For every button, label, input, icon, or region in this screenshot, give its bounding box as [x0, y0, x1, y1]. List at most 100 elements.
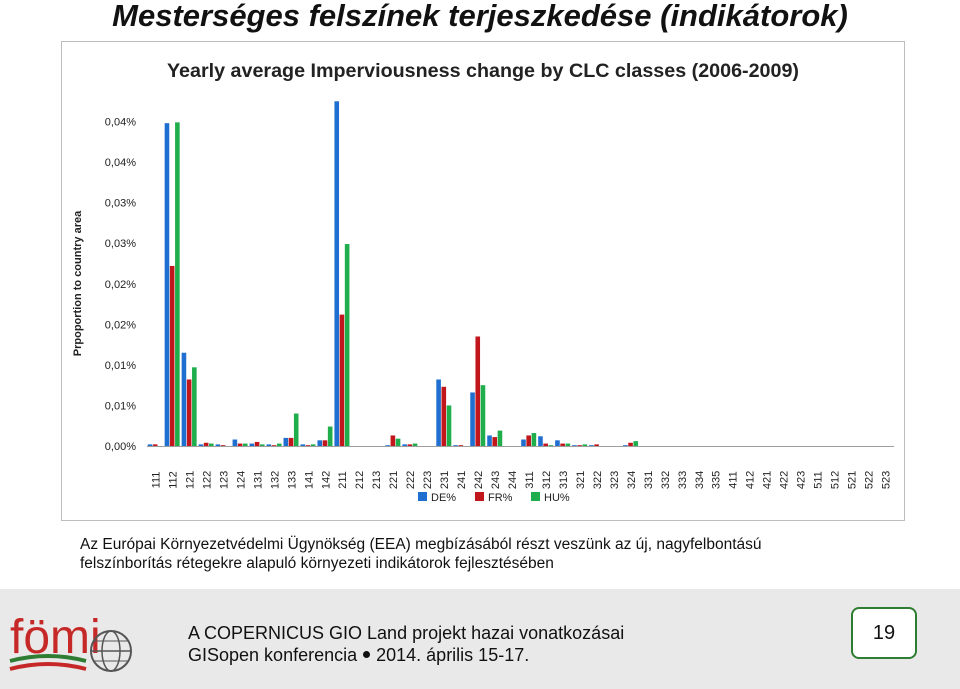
bar-fr-222	[407, 444, 413, 446]
bar-de-221	[385, 445, 390, 446]
page-number: 19	[851, 607, 917, 659]
x-tick-label: 231	[439, 471, 451, 489]
fomi-logo-icon: fömi	[9, 611, 132, 672]
x-tick-label: 111	[150, 472, 162, 489]
bar-hu-211	[344, 244, 350, 446]
bar-hu-313	[565, 443, 571, 446]
bar-hu-141	[310, 444, 316, 446]
y-tick-label: 0,04%	[105, 157, 136, 169]
footer-text: A COPERNICUS GIO Land projekt hazai vona…	[188, 622, 624, 666]
x-tick-label: 243	[490, 471, 502, 489]
bar-hu-242	[480, 385, 486, 446]
x-tick-label: 211	[337, 471, 349, 489]
bar-de-124	[232, 439, 238, 446]
x-tick-label: 312	[541, 471, 553, 489]
bar-fr-321	[577, 445, 582, 446]
x-tick-label: 213	[371, 471, 383, 489]
x-tick-label: 241	[456, 471, 468, 489]
y-tick-label: 0,01%	[105, 360, 136, 372]
bar-fr-312	[543, 443, 548, 446]
conference-date: 2014. április 15-17.	[376, 645, 530, 665]
bar-fr-133	[288, 437, 294, 446]
y-tick-label: 0,04%	[105, 117, 136, 129]
bar-fr-322	[594, 444, 599, 446]
x-tick-label: 332	[660, 471, 672, 489]
bar-de-241	[453, 445, 458, 446]
bar-de-311	[521, 439, 526, 446]
bar-fr-221	[390, 435, 396, 446]
bar-de-243	[487, 435, 492, 446]
x-tick-label: 223	[422, 471, 434, 489]
x-tick-label: 142	[320, 471, 332, 489]
y-tick-label: 0,03%	[105, 198, 136, 210]
bar-hu-321	[582, 444, 588, 446]
bar-de-211	[334, 101, 340, 447]
bar-de-123	[215, 444, 221, 446]
legend-entry-hu: HU%	[544, 492, 570, 504]
x-tick-label: 412	[745, 471, 757, 489]
bar-fr-112	[169, 265, 175, 446]
y-tick-label: 0,02%	[105, 279, 136, 291]
x-tick-label: 133	[286, 471, 298, 489]
bar-fr-131	[254, 441, 260, 446]
bar-hu-221	[395, 438, 401, 446]
x-tick-label: 242	[473, 471, 485, 489]
bar-de-222	[402, 444, 407, 446]
y-tick-label: 0,00%	[105, 441, 136, 453]
bar-de-121	[181, 352, 187, 446]
x-tick-label: 311	[524, 471, 536, 489]
x-tick-label: 244	[507, 471, 519, 489]
bar-fr-324	[628, 442, 633, 446]
x-tick-label: 511	[813, 471, 825, 489]
bar-hu-133	[293, 413, 299, 446]
bar-fr-242	[475, 336, 481, 446]
bar-fr-311	[526, 435, 531, 446]
bar-de-133	[283, 437, 289, 446]
bar-hu-312	[548, 445, 554, 446]
bar-de-112	[164, 123, 170, 446]
x-tick-label: 422	[779, 471, 791, 489]
legend-swatch-fr	[475, 492, 484, 501]
x-tick-label: 321	[575, 471, 587, 489]
y-tick-label: 0,02%	[105, 319, 136, 331]
x-tick-label: 423	[796, 471, 808, 489]
x-tick-label: 512	[830, 471, 842, 489]
bullet-icon	[363, 651, 371, 659]
x-tick-label: 333	[677, 471, 689, 489]
x-tick-label: 121	[184, 471, 196, 489]
bar-fr-313	[560, 443, 565, 446]
bar-fr-142	[322, 440, 328, 446]
y-tick-label: 0,03%	[105, 238, 136, 250]
bar-de-142	[317, 440, 323, 446]
footer-line-2: GISopen konferencia 2014. április 15-17.	[188, 644, 624, 666]
legend-entry-fr: FR%	[488, 492, 513, 504]
x-tick-label: 322	[592, 471, 604, 489]
legend-swatch-de	[418, 492, 427, 501]
x-tick-label: 131	[252, 471, 264, 489]
bar-fr-211	[339, 314, 345, 446]
bar-de-242	[470, 392, 475, 446]
bar-fr-243	[492, 437, 498, 446]
bar-de-122	[198, 444, 204, 446]
bar-de-231	[436, 379, 441, 446]
bar-de-313	[555, 440, 560, 446]
bar-fr-132	[271, 445, 277, 446]
x-tick-label: 523	[881, 471, 893, 489]
chart-title: Yearly average Imperviousness change by …	[167, 61, 799, 82]
x-tick-label: 222	[405, 471, 417, 489]
bar-de-131	[249, 443, 255, 446]
x-tick-label: 335	[711, 471, 723, 489]
y-tick-label: 0,01%	[105, 400, 136, 412]
bar-hu-122	[209, 443, 214, 446]
bar-fr-241	[458, 445, 464, 446]
caption-line-2: felszínborítás rétegekre alapuló környez…	[80, 555, 554, 572]
x-tick-label: 221	[388, 471, 400, 489]
bar-hu-131	[259, 444, 265, 446]
slide-title: Mesterséges felszínek terjeszkedése (ind…	[112, 0, 848, 33]
footer: fömi A COPERNICUS GIO Land projekt hazai…	[0, 589, 960, 689]
footer-line-1: A COPERNICUS GIO Land projekt hazai vona…	[188, 623, 625, 643]
bar-de-322	[589, 445, 594, 446]
bar-hu-243	[497, 430, 503, 446]
x-tick-label: 112	[167, 471, 179, 489]
bar-hu-142	[327, 426, 333, 446]
